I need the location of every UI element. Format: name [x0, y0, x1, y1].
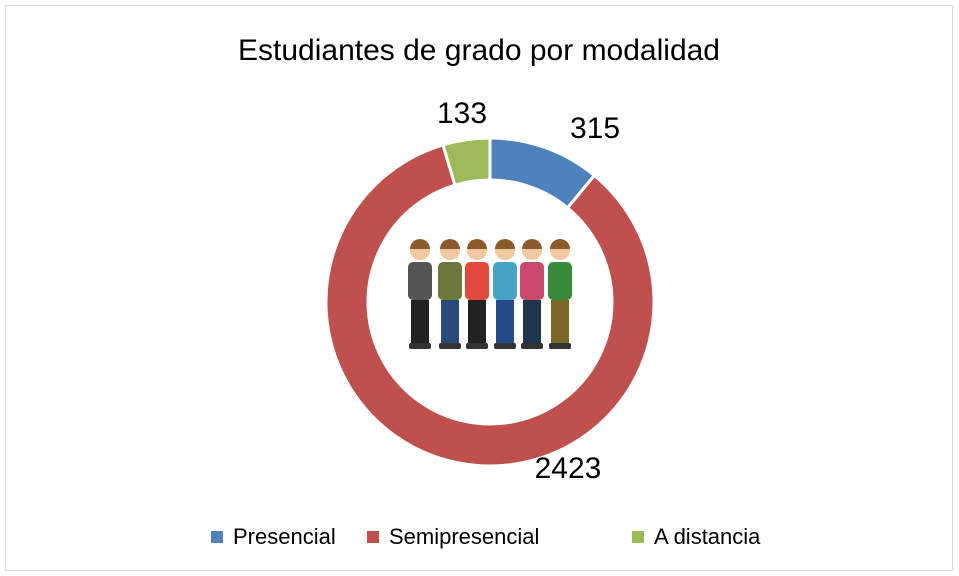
person-body [438, 262, 462, 300]
person-body [520, 262, 544, 300]
person-shoes [409, 343, 431, 349]
donut-slice [441, 136, 492, 187]
person-body [548, 262, 572, 300]
person-shoes [466, 343, 488, 349]
legend-swatch [367, 531, 379, 543]
person-hair [410, 239, 430, 249]
person-legs [496, 300, 514, 345]
data-label: 133 [437, 97, 487, 130]
legend-swatch [211, 531, 223, 543]
data-label: 2423 [535, 452, 602, 485]
person-legs [551, 300, 569, 345]
center-illustration [408, 239, 572, 349]
legend-label: Semipresencial [389, 524, 539, 549]
person-body [408, 262, 432, 300]
person-shoes [521, 343, 543, 349]
person-legs [523, 300, 541, 345]
person-shoes [439, 343, 461, 349]
data-label: 315 [570, 112, 620, 145]
legend-swatch [632, 531, 644, 543]
person-hair [495, 239, 515, 249]
person-shoes [549, 343, 571, 349]
person-shoes [494, 343, 516, 349]
person-body [465, 262, 489, 300]
legend-label: A distancia [654, 524, 761, 549]
person-body [493, 262, 517, 300]
chart-title: Estudiantes de grado por modalidad [238, 34, 720, 67]
person-hair [467, 239, 487, 249]
donut-slice [324, 143, 656, 468]
person-hair [440, 239, 460, 249]
person-hair [522, 239, 542, 249]
legend-label: Presencial [233, 524, 336, 549]
person-legs [468, 300, 486, 345]
person-legs [411, 300, 429, 345]
person-hair [550, 239, 570, 249]
person-legs [441, 300, 459, 345]
